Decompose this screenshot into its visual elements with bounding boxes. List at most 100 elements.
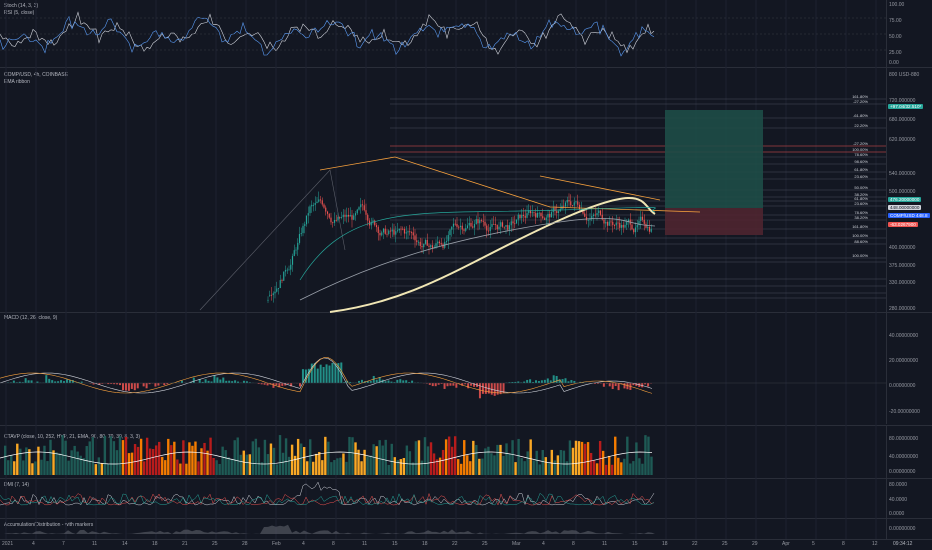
ctavp-bar xyxy=(112,441,116,475)
candle-body xyxy=(393,229,395,235)
candle-body xyxy=(346,214,348,217)
ctavp-price-axis[interactable]: 80.00000000 40.00000000 0.00000000 xyxy=(886,426,932,478)
candle-body xyxy=(470,222,472,227)
macd-bar xyxy=(564,378,567,383)
candle-body xyxy=(584,213,586,217)
ctavp-bar xyxy=(290,444,294,475)
candle-body xyxy=(564,202,567,207)
ad-price-axis[interactable]: 0.00000000 xyxy=(886,519,932,539)
macd-bar xyxy=(343,382,346,383)
candle-body xyxy=(582,209,584,214)
axis-tick: 400.000000 xyxy=(889,245,916,251)
ctavp-bar xyxy=(553,460,557,475)
ctavp-bar xyxy=(236,437,239,475)
ctavp-bar xyxy=(635,442,638,475)
candle-body xyxy=(650,229,652,232)
macd-bar xyxy=(18,381,21,383)
candle-body xyxy=(636,225,638,228)
time-axis-label: 4 xyxy=(32,541,35,547)
fib-label: 78.60% xyxy=(854,152,868,157)
macd-bar xyxy=(508,382,511,383)
ctavp-bar xyxy=(580,441,584,475)
ctavp-bar xyxy=(239,454,242,475)
candle-body xyxy=(641,216,644,220)
candle-body xyxy=(627,219,630,222)
macd-bar xyxy=(635,383,638,386)
pane-divider[interactable] xyxy=(0,425,932,426)
fib-label: 161.80% xyxy=(852,94,868,99)
dmi-price-axis[interactable]: 80.0000 40.0000 0.0000 xyxy=(886,479,932,518)
candle-body xyxy=(417,241,420,243)
candle-body xyxy=(382,228,385,233)
candle-body xyxy=(435,243,437,248)
fib-label: -27.20% xyxy=(853,141,868,146)
pane-divider[interactable] xyxy=(0,539,932,540)
ctavp-bar xyxy=(360,461,363,475)
stoch-label: Stoch (14, 3, 3) xyxy=(4,3,39,9)
ctavp-bar xyxy=(327,441,330,475)
macd-bar xyxy=(644,383,647,385)
candle-body xyxy=(353,215,355,220)
axis-tick: -20.00000000 xyxy=(889,409,920,415)
macd-bar xyxy=(614,383,617,387)
dmi-line xyxy=(0,492,655,506)
fib-label: 38.20% xyxy=(854,215,868,220)
ctavp-bar xyxy=(547,463,550,475)
candle-body xyxy=(304,224,306,226)
macd-bar xyxy=(511,382,514,383)
ctavp-bar xyxy=(121,440,125,475)
chart-canvas[interactable]: 161.80%-27.20%-61.80%22.20%-27.20%100.00… xyxy=(0,0,886,540)
ctavp-bar xyxy=(278,435,282,475)
ctavp-bar xyxy=(309,439,312,475)
macd-bar xyxy=(313,363,316,383)
macd-bar xyxy=(390,381,393,383)
candle-body xyxy=(472,226,474,228)
candle-body xyxy=(344,214,346,217)
candle-body xyxy=(360,204,362,208)
macd-price-axis[interactable]: 40.00000000 20.00000000 0.00000000 -20.0… xyxy=(886,313,932,424)
stoch-rsi-pane[interactable]: Stoch (14, 3, 3) RSI (5, close) xyxy=(0,0,886,67)
rsi-label: RSI (5, close) xyxy=(4,10,35,16)
time-axis[interactable]: 2021 4 7 11 14 18 21 25 28 Feb 4 8 11 15 18 22 25 Mar 4 8 11… xyxy=(0,540,932,550)
ctavp-bar xyxy=(293,455,297,475)
pane-divider[interactable] xyxy=(0,312,932,313)
macd-bar xyxy=(490,383,493,395)
candle-body xyxy=(416,240,418,243)
candle-body xyxy=(284,270,287,272)
ctavp-bar xyxy=(411,462,415,475)
main-price-axis[interactable]: 800 USD-880 720.000000 680.000000 620.00… xyxy=(886,68,932,312)
ctavp-bar xyxy=(43,445,46,475)
candle-body xyxy=(477,219,479,224)
ctavp-bar xyxy=(469,461,472,475)
ctavp-bar xyxy=(200,448,203,475)
ctavp-bar xyxy=(565,461,569,475)
candle-body xyxy=(526,213,528,218)
macd-bar xyxy=(440,383,443,384)
dmi-pane[interactable]: DMI (7, 14) xyxy=(0,479,886,518)
pane-divider[interactable] xyxy=(0,67,932,68)
stoch-price-axis[interactable]: 100.00 75.00 50.00 25.00 0.00 xyxy=(886,0,932,67)
macd-bar xyxy=(366,381,369,383)
ctavp-bar xyxy=(82,458,85,475)
candle-body xyxy=(533,212,535,214)
ctavp-pane[interactable]: CTAVP (close, 10, 252, HVP, 21, EMA, 90,… xyxy=(0,426,886,478)
ad-label: Accumulation/Distribution - with markers xyxy=(4,522,94,528)
candle-body xyxy=(521,214,523,219)
ad-pane[interactable]: Accumulation/Distribution - with markers xyxy=(0,519,886,539)
macd-pane[interactable]: MACD (12, 26, close, 9) xyxy=(0,313,886,424)
candle-body xyxy=(475,219,477,225)
candle-body xyxy=(505,225,507,227)
macd-bar xyxy=(346,380,349,383)
pane-divider[interactable] xyxy=(0,478,932,479)
macd-bar xyxy=(478,383,481,399)
macd-bar xyxy=(45,375,48,383)
candle-body xyxy=(619,222,621,228)
candle-body xyxy=(337,217,339,221)
macd-bar xyxy=(278,383,281,388)
time-axis-label: 8 xyxy=(572,541,575,547)
pane-divider[interactable] xyxy=(0,518,932,519)
candle-body xyxy=(617,222,619,224)
macd-bar xyxy=(299,383,301,387)
ctavp-bar xyxy=(7,460,10,475)
ctavp-bar xyxy=(133,444,137,475)
